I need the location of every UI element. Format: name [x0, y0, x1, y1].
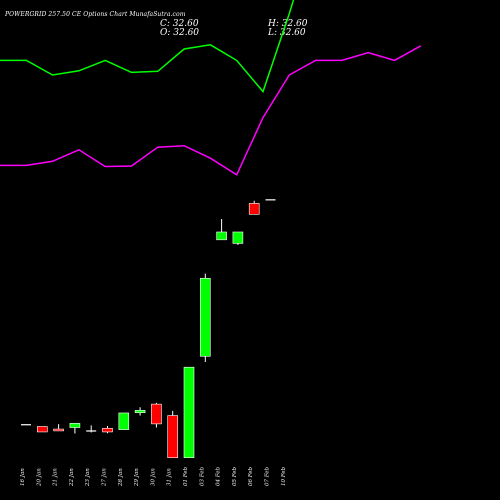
candle-body	[265, 199, 276, 201]
candle-body	[151, 403, 162, 425]
candles	[21, 199, 276, 458]
candle-body	[86, 430, 97, 432]
x-tick-label: 06 Feb	[248, 466, 254, 486]
high-readout: H: 32.60	[268, 19, 308, 29]
band-line-1	[0, 0, 295, 94]
candle-4	[69, 423, 81, 434]
x-tick-label: 20 Jan	[36, 468, 42, 487]
candle-15	[248, 200, 260, 215]
candle-16	[265, 199, 276, 201]
x-tick-label: 28 Jan	[118, 468, 124, 487]
x-tick-label: 05 Feb	[232, 466, 238, 486]
candle-body	[134, 410, 146, 413]
x-tick-label: 04 Feb	[216, 466, 222, 486]
indicator-bands	[0, 0, 422, 176]
x-tick-label: 07 Feb	[265, 466, 271, 486]
candle-3	[53, 424, 64, 432]
candle-body	[232, 231, 244, 244]
candle-6	[102, 425, 113, 434]
band-line-2	[0, 45, 422, 176]
low-readout: L: 32.60	[268, 28, 306, 38]
candle-body	[248, 203, 260, 215]
x-tick-label: 23 Jan	[85, 468, 91, 487]
x-tick-label: 27 Jan	[102, 468, 108, 487]
candle-body	[183, 366, 195, 458]
candle-body	[118, 412, 130, 430]
candle-12	[200, 273, 211, 362]
candle-5	[86, 425, 97, 433]
candle-2	[36, 426, 48, 433]
candle-body	[216, 231, 227, 241]
candle-body	[102, 427, 113, 433]
candle-1	[21, 424, 31, 426]
candle-7	[118, 412, 130, 430]
candle-14	[232, 231, 244, 245]
candle-11	[183, 366, 195, 458]
x-tick-label: 30 Jan	[150, 468, 156, 486]
x-tick-label: 31 Jan	[167, 468, 173, 486]
candle-body	[21, 424, 31, 426]
x-tick-label: 01 Feb	[183, 466, 189, 486]
x-tick-label: 16 Jan	[20, 468, 26, 486]
candle-13	[216, 219, 227, 241]
x-tick-label: 29 Jan	[134, 468, 140, 487]
candle-10	[167, 410, 178, 458]
candle-8	[134, 407, 146, 416]
x-tick-label: 03 Feb	[199, 466, 205, 486]
x-tick-label: 21 Jan	[53, 468, 59, 487]
x-axis-ticks: 16 Jan 20 Jan 21 Jan 22 Jan 23 Jan 27 Jan 28 J…	[20, 466, 287, 487]
candle-body	[167, 415, 178, 458]
candle-body	[69, 423, 81, 428]
candle-body	[36, 426, 48, 433]
x-tick-label: 22 Jan	[69, 468, 75, 487]
chart-title: POWERGRID 257.50 CE Options Chart Munafa…	[5, 11, 186, 18]
candle-9	[151, 402, 162, 428]
open-readout: O: 32.60	[160, 28, 200, 38]
candle-body	[200, 277, 211, 357]
x-tick-label: 10 Feb	[281, 466, 287, 486]
candle-body	[53, 428, 64, 432]
close-readout: C: 32.60	[160, 19, 199, 29]
